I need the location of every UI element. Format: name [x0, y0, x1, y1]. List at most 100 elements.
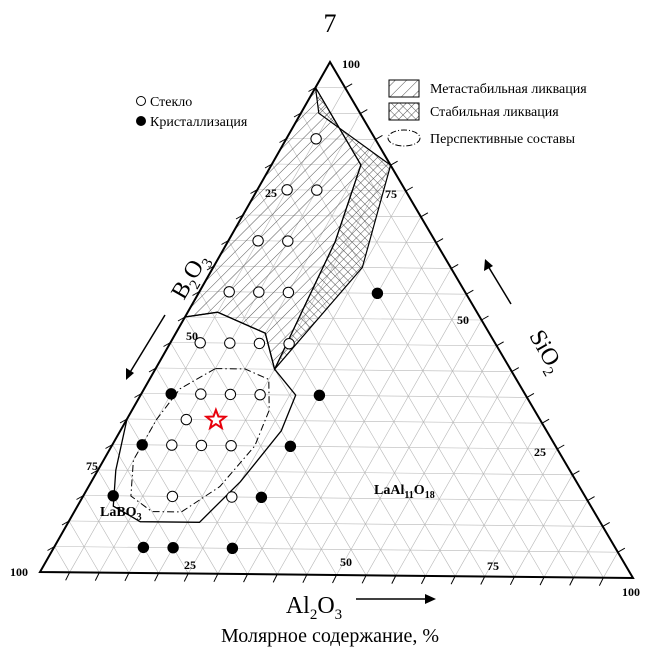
grid-line-sio2 [170, 342, 497, 347]
tick-label-left-75: 75 [86, 459, 98, 473]
arrow-b2o3 [126, 314, 166, 380]
page-number: 7 [324, 9, 337, 38]
phase-regions [112, 86, 392, 523]
grid-line-b2o3 [184, 316, 337, 576]
legend-swatch-prospective [387, 129, 421, 147]
tick-right [360, 109, 368, 115]
legend-marker-glass [136, 96, 146, 106]
tick-left [293, 112, 302, 118]
legend-swatch-stable [388, 102, 420, 121]
legend-markers: Стекло Кристаллизация [136, 95, 248, 130]
tick-bottom [569, 577, 575, 586]
phase-label-laal11o18: LaAl11O18 [374, 483, 435, 501]
data-point-glass [282, 235, 294, 247]
grid-line-b2o3 [155, 367, 278, 575]
tick-right [557, 444, 565, 450]
data-point-glass [310, 133, 322, 145]
tick-left [163, 342, 171, 347]
data-point-glass [252, 235, 264, 247]
grid-line-al2o3 [306, 294, 467, 575]
tick-right [526, 392, 535, 398]
tick-bottom [183, 573, 189, 582]
data-point-crystallization [255, 491, 268, 503]
tick-right [450, 263, 459, 269]
tick-right [572, 470, 580, 476]
grid-line-al2o3 [187, 190, 407, 574]
data-point-glass [223, 286, 235, 298]
data-points [107, 133, 384, 554]
tick-left [76, 495, 84, 500]
tick-left [148, 367, 157, 373]
tick-left [235, 214, 244, 220]
tick-label-right-25: 25 [534, 445, 546, 459]
data-point-crystallization [107, 490, 119, 502]
corner-label-right: 100 [622, 585, 640, 599]
data-point-crystallization [313, 389, 326, 401]
tick-right [420, 212, 429, 218]
grid-line-al2o3 [247, 242, 437, 575]
tick-bottom [361, 575, 367, 584]
data-point-glass [224, 337, 236, 349]
grid-line-b2o3 [83, 495, 130, 574]
data-point-crystallization [284, 440, 297, 452]
data-point-crystallization [165, 388, 177, 400]
legend-label-stable: Стабильная ликвация [430, 105, 559, 120]
tick-bottom [509, 576, 515, 586]
data-point-glass [311, 184, 323, 196]
tick-label-right-50: 50 [457, 313, 469, 327]
grid-line-al2o3 [603, 552, 619, 578]
tick-left [90, 469, 99, 475]
tick-left [250, 189, 258, 194]
tick-left [264, 163, 273, 169]
data-point-glass [281, 184, 293, 196]
tick-bottom [65, 572, 71, 581]
data-point-crystallization [226, 542, 239, 554]
tick-bottom [243, 573, 248, 583]
data-point-crystallization [167, 542, 179, 554]
tick-right [344, 83, 353, 89]
svg-text:Al2O3: Al2O3 [286, 593, 342, 623]
tick-right [435, 238, 444, 244]
tick-label-left-25: 25 [265, 186, 277, 200]
tick-bottom [539, 576, 545, 586]
legend-swatch-metastable [388, 79, 420, 98]
tick-bottom [124, 572, 130, 582]
data-point-glass [283, 338, 295, 350]
legend-label-metastable: Метастабильная ликвация [430, 82, 587, 97]
tick-left [279, 138, 287, 143]
grid-line-al2o3 [336, 319, 482, 576]
legend-label-crystal: Кристаллизация [150, 115, 248, 130]
tick-bottom [480, 576, 486, 585]
tick-bottom [598, 577, 604, 586]
tick-left [221, 240, 229, 245]
grid-line-sio2 [155, 367, 512, 372]
region-stable-liquation [274, 87, 392, 370]
data-point-glass [166, 490, 179, 503]
grid-line-al2o3 [425, 397, 528, 577]
tick-label-bottom-75: 75 [487, 559, 499, 573]
corner-label-left: 100 [10, 565, 28, 579]
legend-marker-crystal [136, 116, 146, 126]
grid-line-al2o3 [514, 474, 573, 577]
grid-line-b2o3 [97, 469, 159, 574]
tick-right [496, 341, 504, 347]
grid-line-al2o3 [543, 500, 588, 578]
grid-line-al2o3 [484, 448, 558, 577]
tick-right [481, 315, 489, 321]
data-point-glass [195, 388, 207, 400]
grid-line-b2o3 [68, 520, 100, 573]
tick-left [177, 316, 186, 322]
phase-label-labo3: LaBO3 [100, 505, 142, 523]
arrow-al2o3 [356, 594, 436, 604]
x-axis-label: Молярное содержание, % [221, 625, 439, 647]
tick-right [390, 160, 398, 166]
tick-right [375, 134, 383, 140]
tick-left [134, 393, 142, 398]
data-point-glass [254, 389, 266, 401]
data-point-glass [166, 439, 178, 451]
region-prospective-compositions [130, 368, 270, 513]
grid-line-al2o3 [573, 526, 603, 578]
corner-label-top: 100 [342, 57, 360, 71]
data-point-glass [253, 286, 265, 298]
tick-bottom [213, 573, 219, 583]
